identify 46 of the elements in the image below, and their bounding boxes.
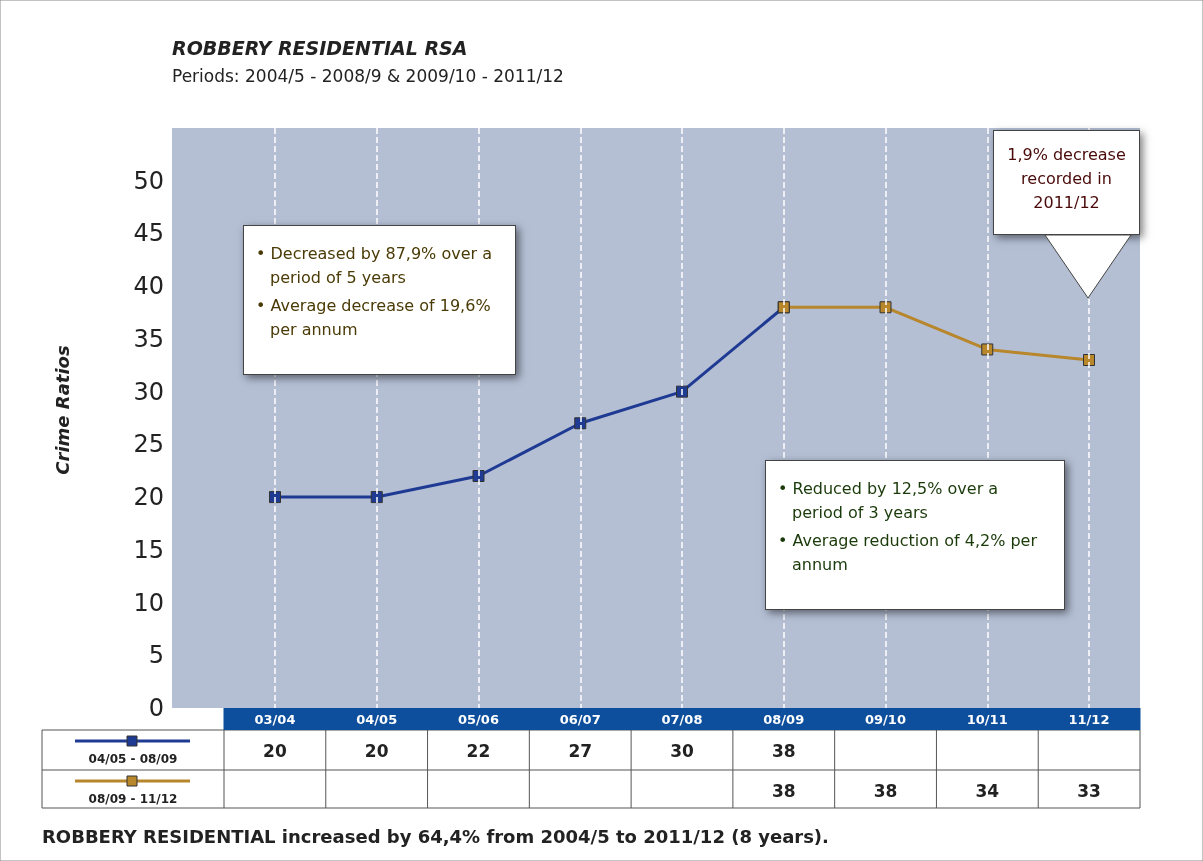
data-label: 27 xyxy=(568,741,593,761)
legend-label: 04/05 - 08/09 xyxy=(88,752,178,766)
y-tick-label: 10 xyxy=(133,588,164,617)
data-label: 33 xyxy=(1077,781,1101,801)
data-label: 38 xyxy=(771,741,796,761)
data-label: 20 xyxy=(364,741,389,761)
point xyxy=(472,470,485,482)
x-tick-label: 09/10 xyxy=(865,711,906,727)
y-tick-label: 50 xyxy=(133,166,164,195)
legend-label: 08/09 - 11/12 xyxy=(88,792,178,806)
text-box: • Decreased by 87,9% over a period of 5 years • Average decrease of 19,6% per annum xyxy=(243,225,516,375)
x-tick-label: 06/07 xyxy=(559,711,601,727)
y-tick-label: 40 xyxy=(133,272,164,301)
chart-title: ROBBERY RESIDENTIAL RSA xyxy=(172,36,468,59)
x-tick-label: 03/04 xyxy=(254,711,296,727)
y-tick-label: 15 xyxy=(133,535,164,564)
x-tick-label: 08/09 xyxy=(763,711,805,727)
x-tick-label: 05/06 xyxy=(458,711,499,727)
x-tick-label: 04/05 xyxy=(356,711,398,727)
data-label: 30 xyxy=(670,741,694,761)
annotation: • Reduced by 12,5% over a period of 3 years xyxy=(778,478,1000,524)
y-tick-label: 20 xyxy=(133,483,164,512)
x-tick-label: 11/12 xyxy=(1068,711,1110,727)
data-label: 38 xyxy=(771,781,796,801)
data-label: 34 xyxy=(975,781,1000,801)
annotation: • Average decrease of 19,6% per annum xyxy=(256,295,492,341)
y-tick-label: 5 xyxy=(148,641,164,670)
text-box: • Reduced by 12,5% over a period of 3 years • Average reduction of 4,2% per annum xyxy=(765,460,1065,610)
x-tick-label: 07/08 xyxy=(661,711,703,727)
y-tick-label: 35 xyxy=(133,324,164,353)
data-label: 38 xyxy=(873,781,898,801)
point xyxy=(981,343,994,356)
point xyxy=(676,385,688,398)
data-label: 20 xyxy=(263,741,287,761)
y-tick-label: 25 xyxy=(133,430,164,459)
y-axis-title: Crime Ratios xyxy=(51,345,73,475)
annotation: • Decreased by 87,9% over a period of 5 years xyxy=(256,243,493,289)
y-tick-label: 0 xyxy=(148,694,164,722)
point xyxy=(879,301,892,314)
chart-subtitle: Periods: 2004/5 - 2008/9 & 2009/10 - 2011/12 xyxy=(172,65,564,86)
y-tick-label: 30 xyxy=(133,377,164,406)
x-tick-label: 10/11 xyxy=(966,711,1008,727)
annotation: • Average reduction of 4,2% per annum xyxy=(778,530,1039,576)
text: ROBBERY RESIDENTIAL increased by 64,4% from 2004/5 to 2011/12 (8 years). xyxy=(42,826,829,847)
y-tick-label: 45 xyxy=(133,219,164,248)
data-label: 22 xyxy=(466,741,491,761)
